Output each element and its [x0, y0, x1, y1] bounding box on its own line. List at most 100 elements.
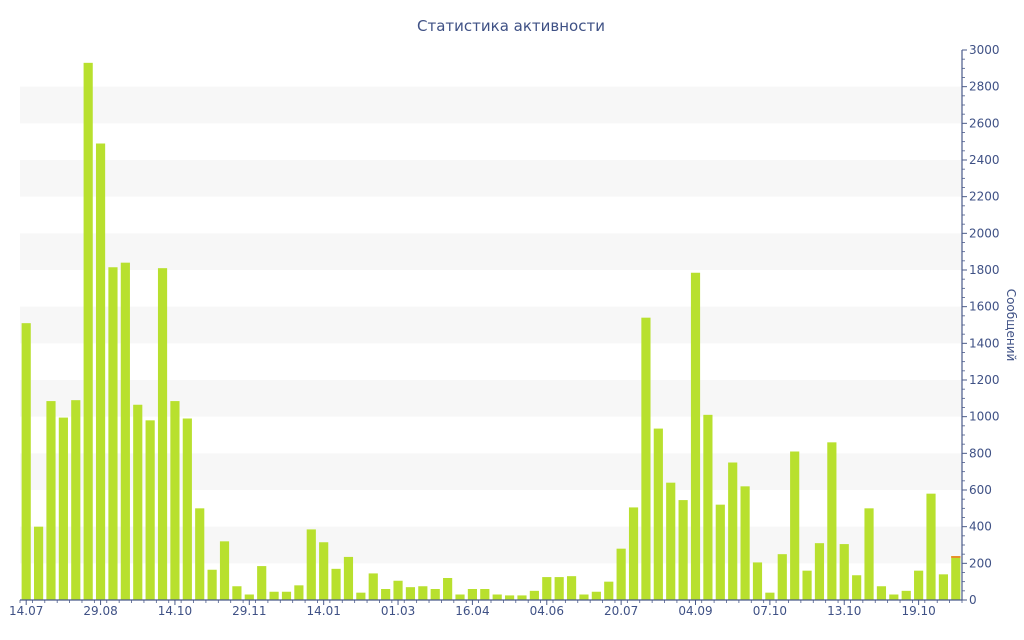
bar	[219, 541, 230, 600]
bar	[678, 500, 688, 600]
bar	[517, 595, 527, 600]
bar	[182, 418, 192, 600]
bar	[83, 62, 93, 601]
bar	[492, 594, 502, 600]
bar	[195, 508, 205, 600]
bar	[356, 592, 366, 600]
y-axis-label: Сообщений	[1004, 289, 1018, 362]
y-tick-label: 2600	[969, 116, 1000, 130]
bar	[554, 577, 564, 600]
bar	[368, 573, 378, 600]
bar	[889, 594, 899, 600]
bar	[777, 554, 787, 600]
bar-top-highlight	[951, 556, 961, 558]
bar	[951, 556, 961, 600]
bar	[244, 594, 254, 600]
x-tick-label: 16.04	[455, 604, 489, 618]
bar	[331, 568, 341, 600]
bar	[170, 401, 180, 600]
grid-bands	[20, 86, 962, 564]
x-tick-label: 20.07	[604, 604, 638, 618]
y-tick-label: 800	[969, 446, 992, 460]
bar	[145, 420, 155, 600]
bar	[814, 543, 825, 600]
bar	[232, 586, 242, 600]
bar	[827, 442, 837, 600]
bar	[653, 428, 663, 600]
x-ticks-group: 14.07 29.08 14.10 29.11 14.01 01.03 16.04 04.06…	[9, 600, 963, 618]
bar	[71, 400, 81, 600]
bar	[34, 526, 44, 600]
bar	[257, 566, 267, 600]
bar	[542, 577, 552, 600]
bar	[108, 267, 118, 600]
x-tick-label: 29.08	[83, 604, 117, 618]
y-tick-label: 400	[969, 520, 992, 534]
bar	[790, 451, 800, 600]
bar	[393, 580, 403, 600]
y-tick-label: 200	[969, 556, 992, 570]
bar	[443, 578, 453, 600]
y-tick-label: 1400	[969, 336, 1000, 350]
x-tick-label: 04.06	[530, 604, 564, 618]
bar	[715, 504, 725, 600]
x-tick-label: 14.07	[9, 604, 43, 618]
y-ticks-group: 0 200 400 600 800 1000 1200 1400 1600 1800 2000 220…	[962, 43, 1000, 607]
y-tick-label: 1000	[969, 410, 1000, 424]
bar	[306, 529, 316, 600]
bar	[269, 591, 279, 600]
bar	[740, 486, 750, 600]
x-tick-label: 19.10	[901, 604, 935, 618]
bar	[529, 590, 539, 600]
bar	[641, 317, 651, 600]
bar	[381, 589, 391, 600]
bar	[728, 462, 738, 600]
x-tick-label: 04.09	[678, 604, 712, 618]
bar	[864, 508, 874, 600]
bar	[430, 589, 440, 600]
y-tick-label: 1200	[969, 373, 1000, 387]
bar	[839, 544, 849, 600]
x-tick-label: 01.03	[381, 604, 415, 618]
bars-group	[21, 62, 961, 601]
bar	[133, 404, 143, 600]
bar	[467, 589, 477, 600]
bar	[343, 556, 354, 600]
bar	[319, 542, 329, 600]
bar	[480, 589, 490, 600]
chart-title: Статистика активности	[417, 17, 605, 35]
x-tick-label: 13.10	[827, 604, 861, 618]
y-tick-label: 3000	[969, 43, 1000, 57]
bar	[281, 591, 292, 600]
y-tick-label: 2200	[969, 190, 1000, 204]
bar	[46, 401, 56, 600]
y-tick-label: 2000	[969, 226, 1000, 240]
x-tick-label: 14.01	[306, 604, 340, 618]
bar	[938, 574, 948, 600]
grid-band	[20, 160, 962, 197]
y-tick-label: 600	[969, 483, 992, 497]
bar	[157, 268, 168, 600]
bar	[604, 581, 614, 600]
bar	[852, 575, 862, 600]
bar	[703, 414, 713, 600]
grid-band	[20, 306, 962, 344]
bar	[579, 594, 589, 600]
bar	[628, 507, 639, 600]
bar	[95, 143, 106, 600]
y-tick-label: 0	[969, 593, 977, 607]
bar	[752, 562, 763, 600]
x-tick-label: 07.10	[753, 604, 787, 618]
y-tick-label: 1600	[969, 300, 1000, 314]
bar	[802, 570, 812, 600]
bar	[666, 482, 676, 600]
bar	[616, 548, 626, 600]
bar	[926, 493, 936, 600]
bar	[207, 569, 217, 600]
bar	[294, 585, 304, 600]
y-tick-label: 2800	[969, 80, 1000, 94]
bar	[566, 576, 577, 600]
bar	[405, 587, 416, 600]
x-tick-label: 29.11	[232, 604, 266, 618]
